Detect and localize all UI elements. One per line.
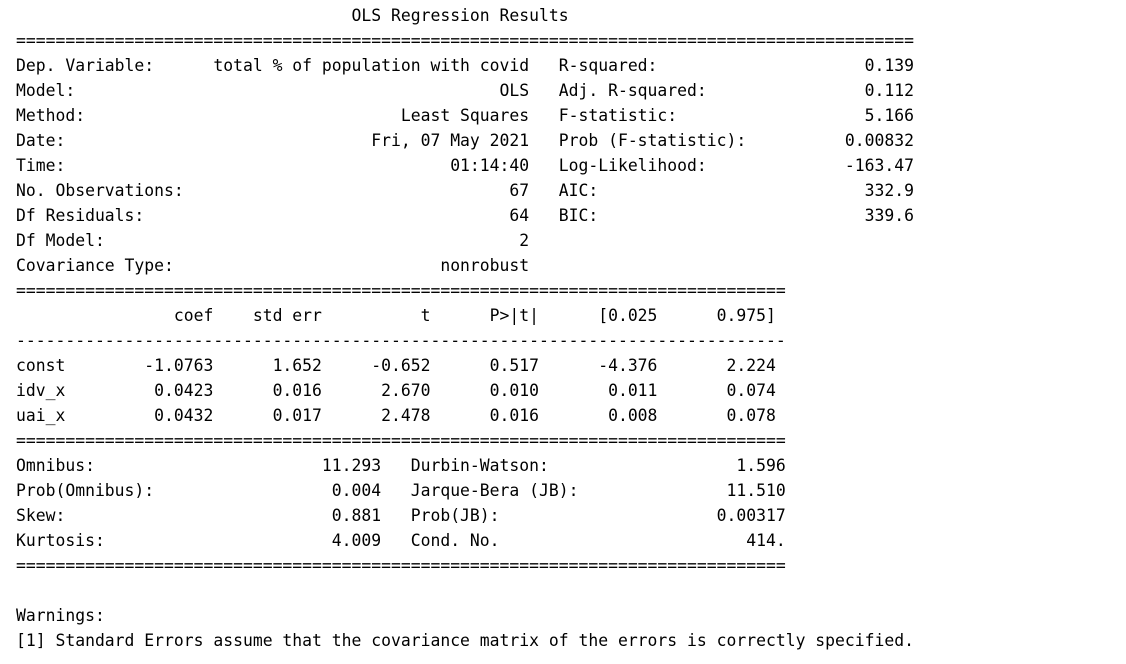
report-title: OLS Regression Results [16,6,569,25]
coef-table-row: idv_x 0.0423 0.016 2.670 0.010 0.011 0.0… [16,381,776,400]
coef-table-header: coef std err t P>|t| [0.025 0.975] [16,306,776,325]
warnings-heading: Warnings: [16,606,105,625]
diagnostics-row: Skew: 0.881 Prob(JB): 0.00317 [16,506,786,525]
header-row: Model: OLS Adj. R-squared: 0.112 [16,81,914,100]
separator-double: ========================================… [16,431,786,450]
header-row: Date: Fri, 07 May 2021 Prob (F-statistic… [16,131,914,150]
coef-table-row: uai_x 0.0432 0.017 2.478 0.016 0.008 0.0… [16,406,776,425]
separator-double: ========================================… [16,556,786,575]
header-row: Time: 01:14:40 Log-Likelihood: -163.47 [16,156,914,175]
coef-table-row: const -1.0763 1.652 -0.652 0.517 -4.376 … [16,356,776,375]
ols-regression-summary: OLS Regression Results ==================… [16,3,914,653]
separator-double: ========================================… [16,31,914,50]
header-row: Df Residuals: 64 BIC: 339.6 [16,206,914,225]
separator-single: ----------------------------------------… [16,331,786,350]
diagnostics-row: Prob(Omnibus): 0.004 Jarque-Bera (JB): 1… [16,481,786,500]
warning-item: [1] Standard Errors assume that the cova… [16,631,914,650]
header-row: Method: Least Squares F-statistic: 5.166 [16,106,914,125]
header-row: Dep. Variable: total % of population wit… [16,56,914,75]
header-row: Df Model: 2 [16,231,530,250]
header-row: Covariance Type: nonrobust [16,256,530,275]
diagnostics-row: Omnibus: 11.293 Durbin-Watson: 1.596 [16,456,786,475]
header-row: No. Observations: 67 AIC: 332.9 [16,181,914,200]
blank-line [16,578,914,603]
separator-double: ========================================… [16,281,786,300]
diagnostics-row: Kurtosis: 4.009 Cond. No. 414. [16,531,786,550]
